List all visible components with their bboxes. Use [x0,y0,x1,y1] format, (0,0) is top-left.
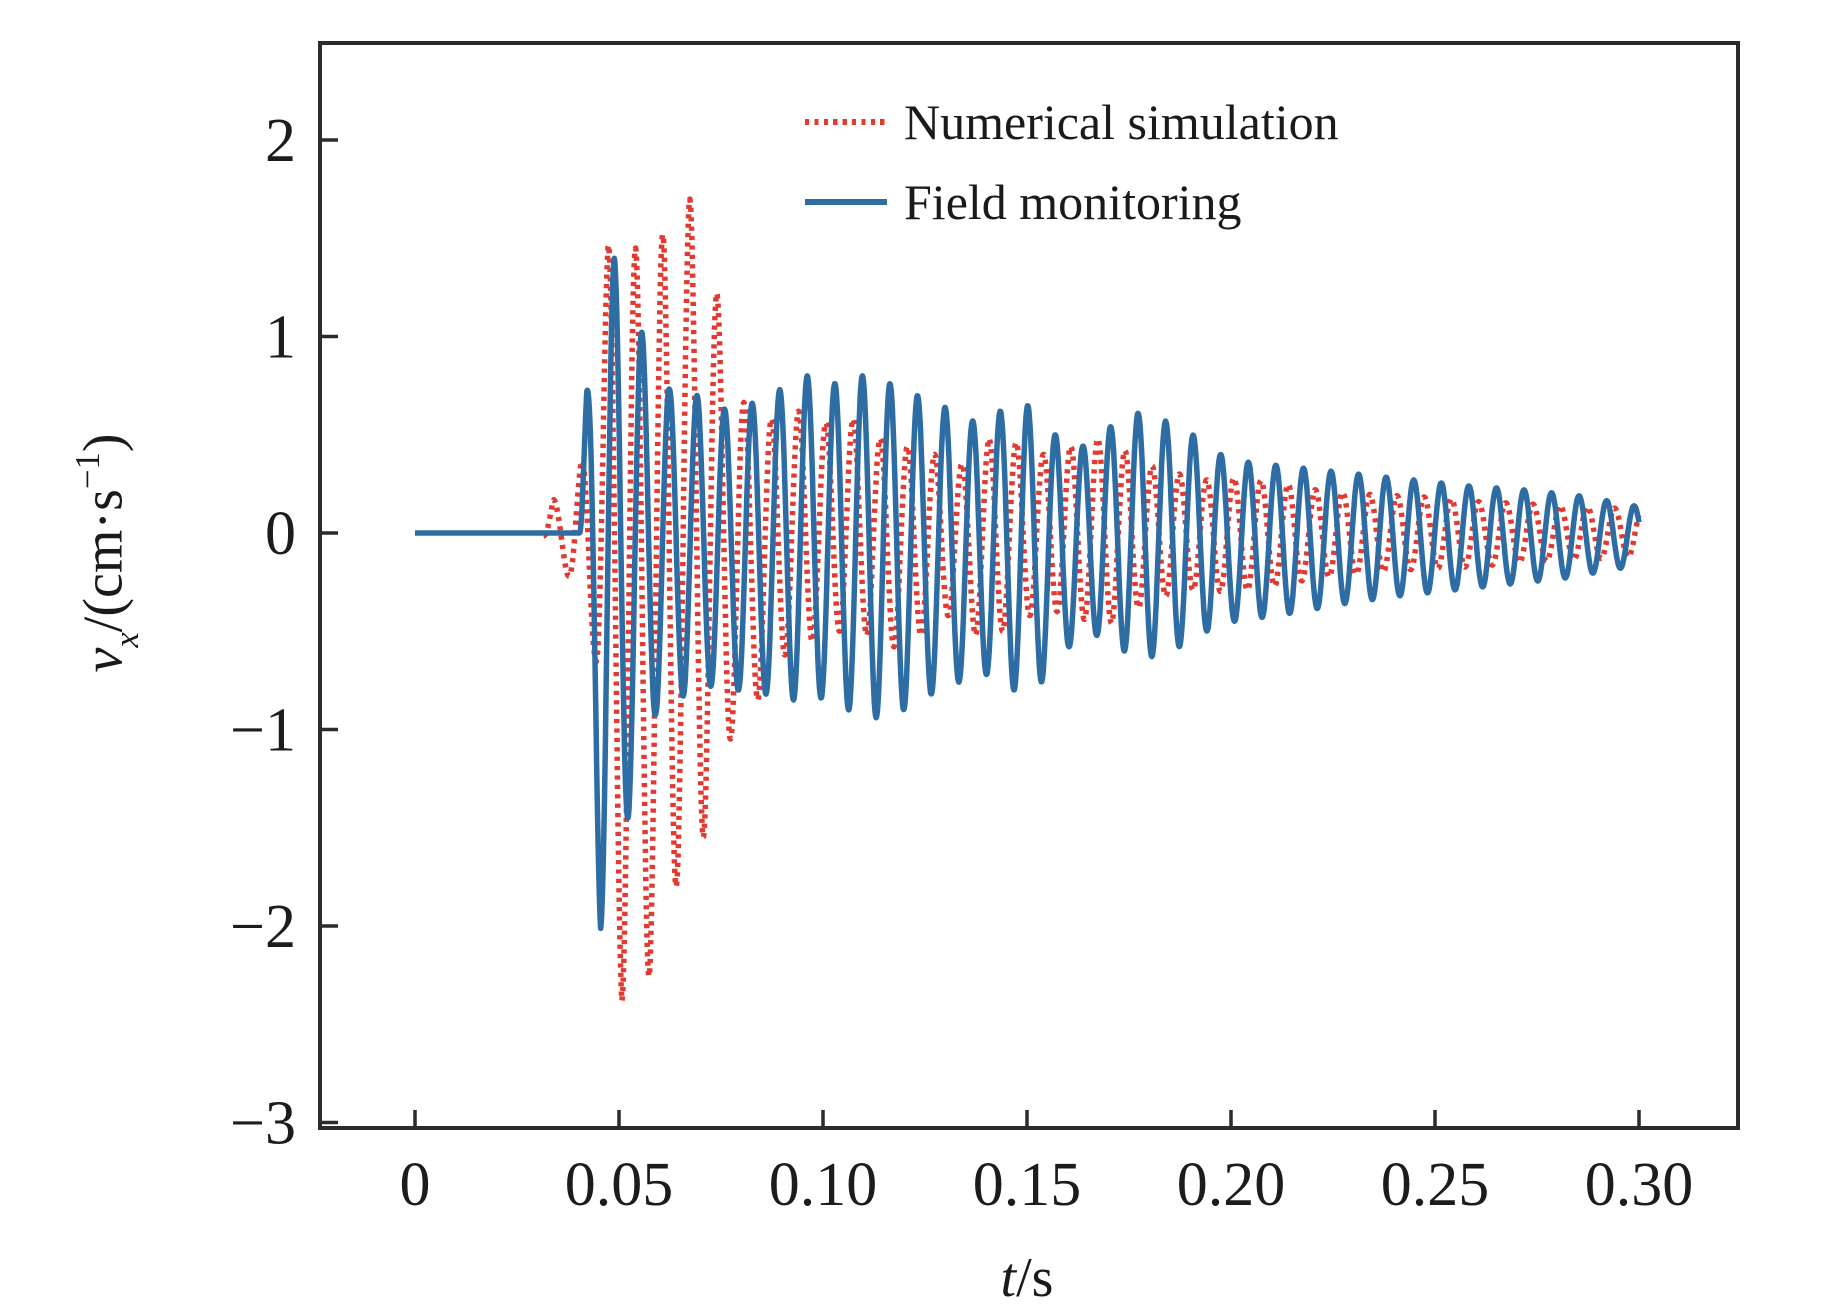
y-axis-unit-suffix: ) [72,433,135,453]
legend: Numerical simulation Field monitoring [805,82,1339,242]
x-axis-title: t/s [1001,1246,1054,1310]
x-tick-label: 0 [400,1151,431,1219]
y-axis-symbol: v [72,647,135,673]
x-tick-label: 0.25 [1381,1151,1490,1219]
y-axis-unit-prefix: /(cm·s [72,489,135,633]
x-axis-symbol: t [1000,1247,1017,1309]
y-axis-title: vx/(cm·s−1) [67,433,147,673]
y-axis-subscript: x [107,632,147,648]
legend-label-numerical-simulation: Numerical simulation [904,94,1339,150]
y-axis-exponent: −1 [67,452,107,490]
x-tick-label: 0.10 [769,1151,878,1219]
y-tick-label: −3 [230,1090,296,1158]
y-tick-label: 1 [265,304,296,372]
x-axis-unit: /s [1016,1247,1054,1309]
y-tick-label: −2 [230,893,296,961]
x-tick-label: 0.20 [1177,1151,1286,1219]
legend-item-field-monitoring: Field monitoring [805,162,1339,242]
x-tick-label: 0.05 [565,1151,674,1219]
legend-label-field-monitoring: Field monitoring [904,174,1242,230]
y-tick-label: 0 [265,500,296,568]
y-tick-label: −1 [230,697,296,765]
legend-item-numerical-simulation: Numerical simulation [805,82,1339,162]
x-tick-label: 0.30 [1585,1151,1694,1219]
x-tick-label: 0.15 [973,1151,1082,1219]
y-tick-label: 2 [265,107,296,175]
legend-sample-dotted-line [805,119,887,125]
plot-frame [318,41,1740,1130]
legend-sample-solid-line [805,199,887,205]
series-field-monitoring [412,255,1642,932]
